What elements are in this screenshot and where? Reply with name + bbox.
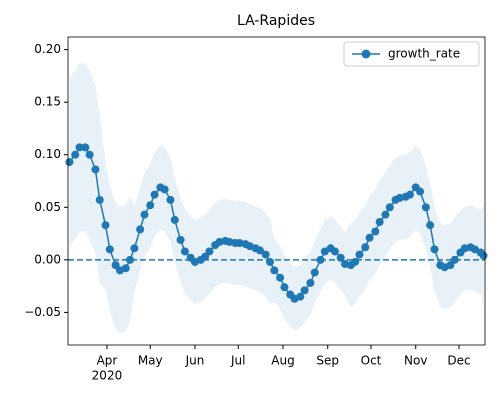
point-marker [421, 203, 430, 212]
point-marker [160, 185, 169, 194]
point-marker [385, 203, 394, 212]
x-tick-label: Dec [447, 354, 470, 368]
y-tick-label: 0.10 [34, 147, 61, 161]
point-marker [426, 221, 435, 230]
y-tick-label: −0.05 [24, 305, 61, 319]
point-marker [95, 195, 104, 204]
point-marker [296, 292, 305, 301]
point-marker [136, 225, 145, 234]
x-tick-label: Jul [230, 354, 245, 368]
legend-marker [361, 49, 371, 59]
point-marker [310, 268, 319, 277]
point-marker [371, 227, 380, 236]
point-marker [276, 273, 285, 282]
confidence-band [69, 63, 484, 334]
point-marker [355, 250, 364, 259]
point-marker [205, 247, 214, 256]
x-tick-sublabel: 2020 [92, 369, 123, 383]
point-marker [101, 221, 110, 230]
point-marker [351, 257, 360, 266]
point-marker [261, 250, 270, 259]
point-marker [280, 283, 289, 292]
point-marker [130, 244, 139, 253]
point-marker [150, 190, 159, 199]
point-marker [450, 255, 459, 264]
point-marker [85, 150, 94, 159]
point-marker [176, 235, 185, 244]
point-marker [430, 245, 439, 254]
point-marker [180, 247, 189, 256]
point-marker [166, 195, 175, 204]
point-marker [316, 255, 325, 264]
point-marker [270, 266, 279, 275]
x-tick-label: Jun [185, 354, 205, 368]
point-marker [330, 247, 339, 256]
y-tick-label: 0.05 [34, 200, 61, 214]
point-marker [336, 253, 345, 262]
point-marker [381, 210, 390, 219]
point-marker [375, 218, 384, 227]
point-marker [361, 243, 370, 252]
point-marker [365, 233, 374, 242]
point-marker [126, 255, 135, 264]
y-tick-label: 0.00 [34, 252, 61, 266]
x-tick-label: Oct [361, 354, 382, 368]
point-marker [170, 215, 179, 224]
point-marker [405, 190, 414, 199]
x-tick-label: May [138, 354, 163, 368]
plot-frame [67, 36, 486, 346]
y-tick-label: 0.20 [34, 42, 61, 56]
point-marker [140, 210, 149, 219]
x-tick-label: Aug [271, 354, 294, 368]
point-marker [266, 257, 275, 266]
point-marker [121, 264, 130, 273]
x-tick-label: Apr [97, 354, 118, 368]
x-tick-label: Sep [316, 354, 339, 368]
y-tick-label: 0.15 [34, 95, 61, 109]
point-marker [146, 201, 155, 210]
legend-box [343, 41, 480, 67]
point-marker [111, 261, 120, 270]
point-marker [75, 143, 84, 152]
legend: growth_rate [343, 41, 480, 67]
chart-title: LA-Rapides [237, 13, 315, 29]
x-tick-label: Nov [404, 354, 427, 368]
point-marker [81, 143, 90, 152]
point-marker [255, 246, 264, 255]
legend-label: growth_rate [388, 47, 460, 61]
point-marker [91, 165, 100, 174]
point-marker [105, 245, 114, 254]
point-marker [446, 261, 455, 270]
point-marker [479, 251, 488, 260]
point-marker [71, 150, 80, 159]
point-marker [416, 187, 425, 196]
point-marker [300, 286, 309, 295]
point-marker [201, 252, 210, 261]
point-marker [65, 158, 74, 167]
point-marker [306, 278, 315, 287]
